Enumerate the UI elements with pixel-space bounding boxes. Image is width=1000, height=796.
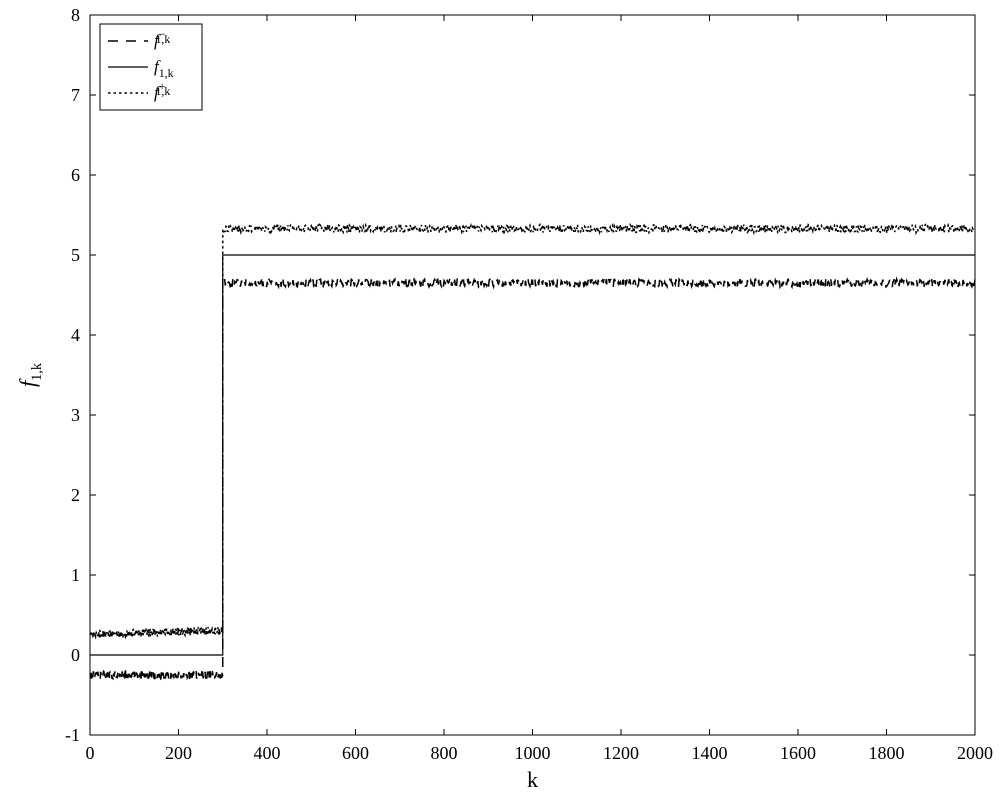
y-tick-label: 4 <box>71 325 80 345</box>
y-tick-label: 2 <box>71 485 80 505</box>
x-tick-label: 200 <box>165 743 192 763</box>
y-tick-label: -1 <box>65 725 80 745</box>
y-tick-label: 7 <box>71 85 80 105</box>
y-tick-label: 5 <box>71 245 80 265</box>
y-tick-label: 8 <box>71 5 80 25</box>
x-tick-label: 2000 <box>957 743 993 763</box>
x-tick-label: 1000 <box>515 743 551 763</box>
x-tick-label: 0 <box>86 743 95 763</box>
line-chart: 0 200 400 600 800 1000 1200 1400 1600 1800 2000 -1 0… <box>0 0 1000 796</box>
x-tick-label: 1200 <box>603 743 639 763</box>
y-tick-label: 1 <box>71 565 80 585</box>
y-tick-label: 6 <box>71 165 80 185</box>
x-tick-label: 800 <box>431 743 458 763</box>
x-tick-label: 600 <box>342 743 369 763</box>
x-axis-label: k <box>527 767 538 792</box>
x-tick-label: 1800 <box>869 743 905 763</box>
x-tick-label: 1600 <box>780 743 816 763</box>
chart-container: 0 200 400 600 800 1000 1200 1400 1600 1800 2000 -1 0… <box>0 0 1000 796</box>
x-tick-label: 400 <box>254 743 281 763</box>
y-tick-label: 0 <box>71 645 80 665</box>
x-tick-label: 1400 <box>692 743 728 763</box>
y-tick-label: 3 <box>71 405 80 425</box>
